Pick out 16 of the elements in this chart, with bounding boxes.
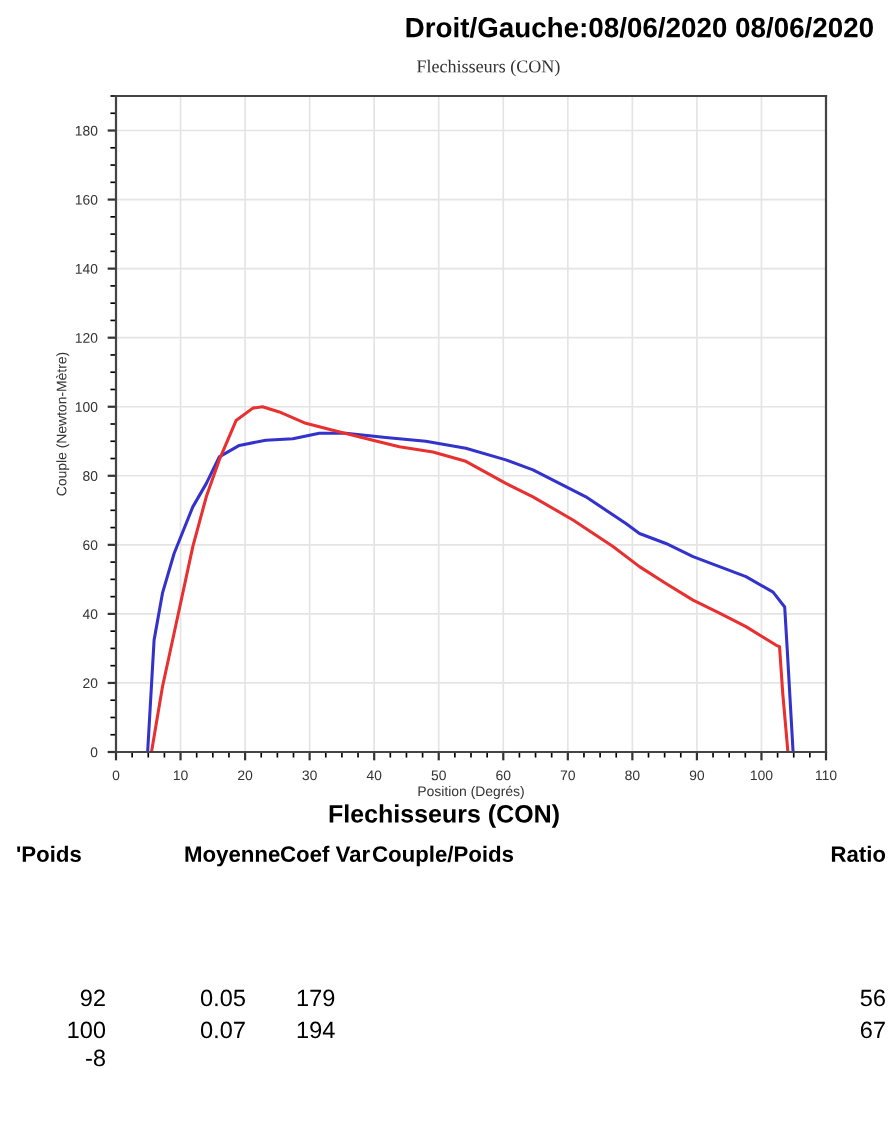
text: Moyenne (185, 846, 280, 867)
text: Coef Var (280, 845, 370, 862)
chart-subtitle: Flechisseurs (CON) (416, 59, 560, 77)
text: Flechisseurs (CON) (329, 804, 559, 828)
text: 56 (860, 989, 885, 1007)
text: 0.05 (200, 989, 245, 1007)
text: -8 (86, 1049, 105, 1067)
text: 'Poids (17, 845, 81, 862)
text: 92 (80, 989, 105, 1007)
chart-title: Droit/Gauche:08/06/2020 08/06/2020 (406, 17, 873, 38)
text: Couple/Poids (372, 845, 514, 867)
text: 179 (297, 989, 335, 1007)
text: Ratio (831, 845, 886, 862)
text: 194 (297, 1021, 335, 1039)
text: 0.07 (200, 1021, 245, 1039)
text: 67 (860, 1021, 885, 1039)
